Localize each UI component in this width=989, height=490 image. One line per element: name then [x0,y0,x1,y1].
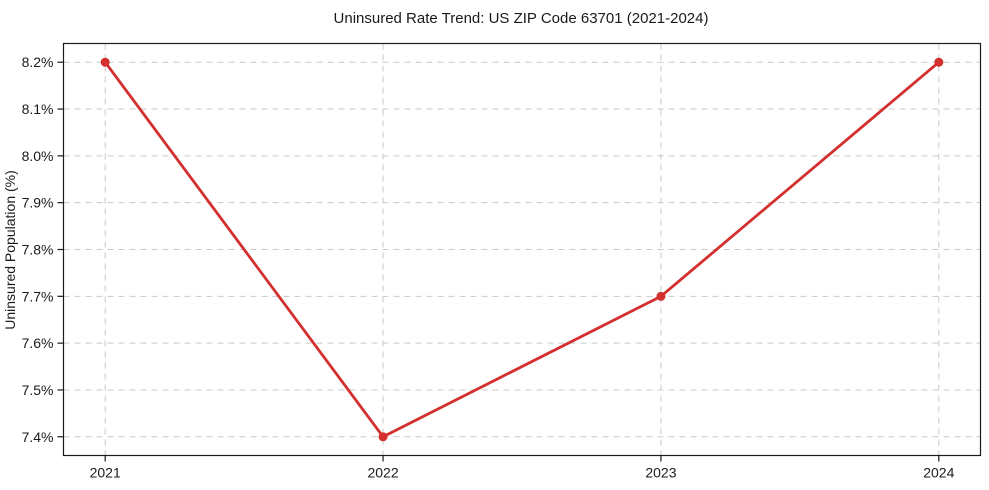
y-tick-label: 8.1% [22,101,54,117]
axis-layer: 7.4% 7.5% 7.6% 7.7% 7.8% 7.9% 8.0% 8.1% 8.2% 2021… [22,54,955,480]
data-line [103,60,941,439]
series-layer [100,57,944,442]
x-tick-label: 2023 [645,465,676,481]
chart-title: Uninsured Rate Trend: US ZIP Code 63701 … [334,10,709,27]
y-axis-label: Uninsured Population (%) [2,170,18,330]
data-point [656,291,666,301]
x-tick-label: 2021 [90,465,121,481]
y-tick-label: 7.8% [22,242,54,258]
y-tick-label: 7.5% [22,382,54,398]
x-tick-label: 2022 [367,465,398,481]
data-point [934,57,944,67]
data-point [100,57,110,67]
y-tick-label: 7.6% [22,335,54,351]
y-tick-label: 7.7% [22,288,54,304]
y-tick-label: 8.0% [22,148,54,164]
x-tick-label: 2024 [923,465,954,481]
data-point [378,432,388,442]
y-tick-label: 7.4% [22,429,54,445]
y-tick-label: 7.9% [22,195,54,211]
y-tick-label: 8.2% [22,54,54,70]
